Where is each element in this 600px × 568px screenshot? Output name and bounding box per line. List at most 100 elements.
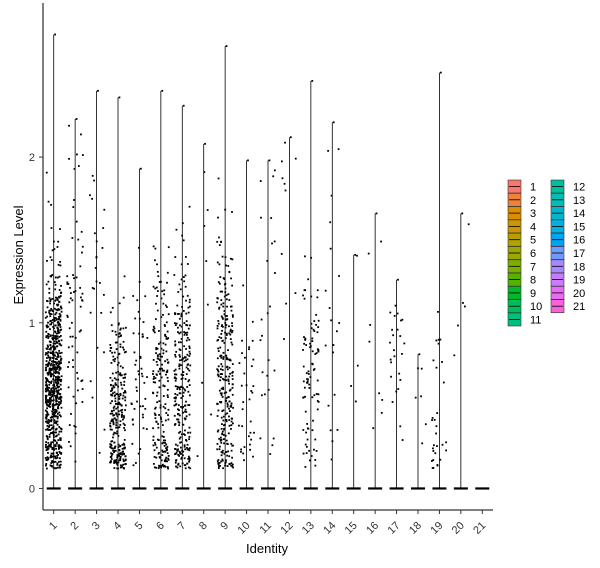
jitter-point	[179, 355, 181, 358]
jitter-point	[56, 393, 59, 396]
jitter-point	[224, 337, 227, 340]
jitter-point	[302, 396, 305, 399]
jitter-point	[436, 412, 439, 414]
jitter-point	[221, 410, 224, 412]
jitter-point	[111, 379, 114, 382]
jitter-point	[185, 359, 187, 362]
jitter-point	[58, 369, 61, 371]
jitter-point	[226, 443, 229, 445]
jitter-point	[180, 263, 183, 266]
violin-3	[89, 90, 104, 490]
jitter-point	[165, 456, 168, 459]
jitter-point	[123, 438, 126, 441]
jitter-point	[51, 353, 54, 356]
jitter-point	[174, 353, 177, 356]
jitter-point	[226, 454, 229, 457]
jitter-point	[436, 464, 439, 466]
jitter-point	[180, 312, 183, 315]
jitter-point	[55, 351, 58, 354]
jitter-point	[46, 456, 49, 459]
jitter-point	[303, 336, 305, 338]
jitter-point	[184, 389, 187, 392]
jitter-point	[223, 438, 225, 441]
jitter-point	[51, 352, 53, 354]
jitter-point	[306, 378, 309, 381]
jitter-point	[155, 466, 158, 469]
max-point	[97, 89, 99, 92]
jitter-point	[111, 330, 114, 332]
jitter-point	[59, 319, 62, 322]
jitter-point	[432, 459, 435, 461]
jitter-point	[124, 429, 126, 432]
jitter-point	[436, 445, 438, 448]
jitter-point	[154, 442, 156, 444]
jitter-point	[56, 304, 59, 307]
jitter-point	[46, 407, 48, 410]
jitter-point	[240, 448, 243, 451]
jitter-point	[110, 420, 113, 423]
jitter-point	[174, 453, 177, 455]
jitter-point	[251, 339, 254, 342]
jitter-point	[227, 395, 230, 398]
jitter-point	[56, 352, 59, 355]
jitter-point	[56, 391, 59, 394]
legend-label: 21	[573, 301, 585, 313]
jitter-point	[120, 416, 123, 418]
jitter-point	[180, 397, 183, 399]
jitter-point	[58, 323, 61, 325]
x-tick-label: 2	[68, 520, 81, 533]
jitter-point	[231, 374, 234, 377]
jitter-point	[174, 396, 177, 399]
jitter-point	[167, 455, 170, 457]
jitter-point	[181, 306, 183, 308]
jitter-point	[166, 394, 169, 397]
jitter-point	[51, 367, 54, 369]
jitter-point	[175, 373, 178, 376]
jitter-point	[113, 391, 116, 394]
jitter-point	[71, 335, 74, 338]
legend-label: 20	[573, 288, 585, 300]
jitter-point	[132, 332, 135, 335]
jitter-point	[220, 363, 223, 365]
jitter-point	[166, 376, 169, 379]
jitter-point	[114, 397, 117, 400]
jitter-point	[69, 445, 72, 448]
jitter-point	[225, 334, 228, 336]
jitter-point	[183, 464, 186, 467]
jitter-point	[177, 448, 179, 451]
jitter-point	[116, 455, 119, 457]
jitter-point	[221, 451, 224, 454]
jitter-point	[178, 354, 181, 356]
jitter-point	[284, 141, 286, 144]
max-point	[289, 136, 292, 139]
jitter-point	[162, 313, 164, 316]
jitter-point	[187, 457, 190, 460]
jitter-point	[74, 290, 77, 292]
jitter-point	[154, 259, 156, 262]
jitter-point	[60, 344, 63, 347]
legend-label: 15	[573, 221, 585, 233]
jitter-point	[124, 409, 127, 411]
jitter-point	[116, 415, 119, 418]
jitter-point	[116, 463, 119, 466]
jitter-point	[52, 436, 55, 439]
legend-item-7: 7	[507, 259, 536, 273]
jitter-point	[45, 464, 47, 467]
jitter-point	[330, 319, 333, 322]
jitter-point	[55, 296, 57, 299]
jitter-point	[132, 423, 135, 426]
jitter-point	[184, 429, 186, 432]
legend-label: 10	[530, 301, 542, 313]
jitter-point	[71, 345, 74, 348]
jitter-point	[49, 391, 52, 394]
jitter-point	[119, 374, 122, 377]
jitter-point	[118, 352, 121, 355]
jitter-point	[230, 462, 233, 465]
jitter-point	[381, 399, 384, 401]
jitter-point	[182, 276, 185, 278]
legend-label: 11	[530, 315, 541, 327]
jitter-point	[54, 299, 57, 302]
jitter-point	[435, 425, 438, 428]
jitter-point	[180, 441, 183, 444]
jitter-point	[324, 289, 327, 292]
